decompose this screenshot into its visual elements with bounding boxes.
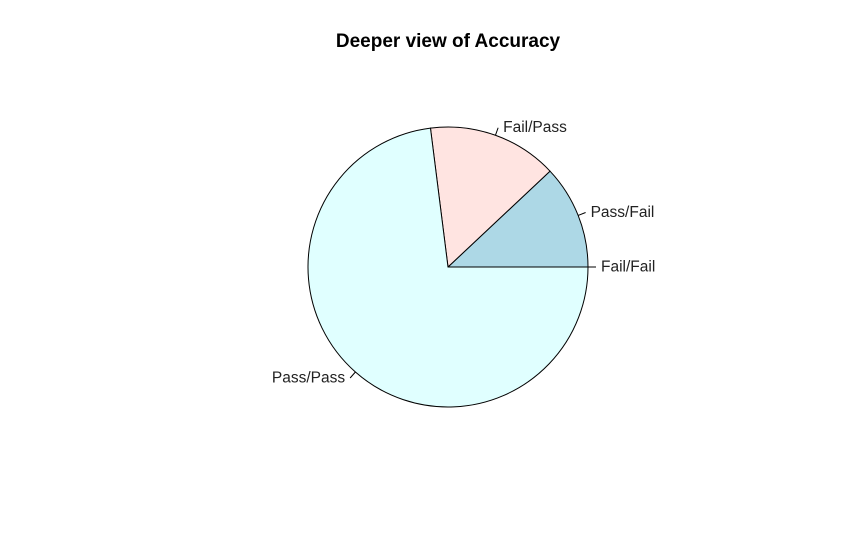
leader-line-pass-fail xyxy=(577,212,586,216)
leader-line-pass-pass xyxy=(349,371,356,379)
slice-label-fail-fail: Fail/Fail xyxy=(601,259,655,276)
leader-line-fail-pass xyxy=(494,127,499,136)
pie-slice-pass-fail xyxy=(446,170,589,268)
slice-label-pass-fail: Pass/Fail xyxy=(591,204,655,221)
slice-label-fail-pass: Fail/Pass xyxy=(503,119,567,136)
slice-label-pass-pass: Pass/Pass xyxy=(272,370,345,387)
chart-title: Deeper view of Accuracy xyxy=(336,31,561,52)
labels-layer: Fail/Fail Pass/Fail Fail/Pass Pass/Pass xyxy=(272,119,655,386)
slices-layer xyxy=(307,126,589,408)
